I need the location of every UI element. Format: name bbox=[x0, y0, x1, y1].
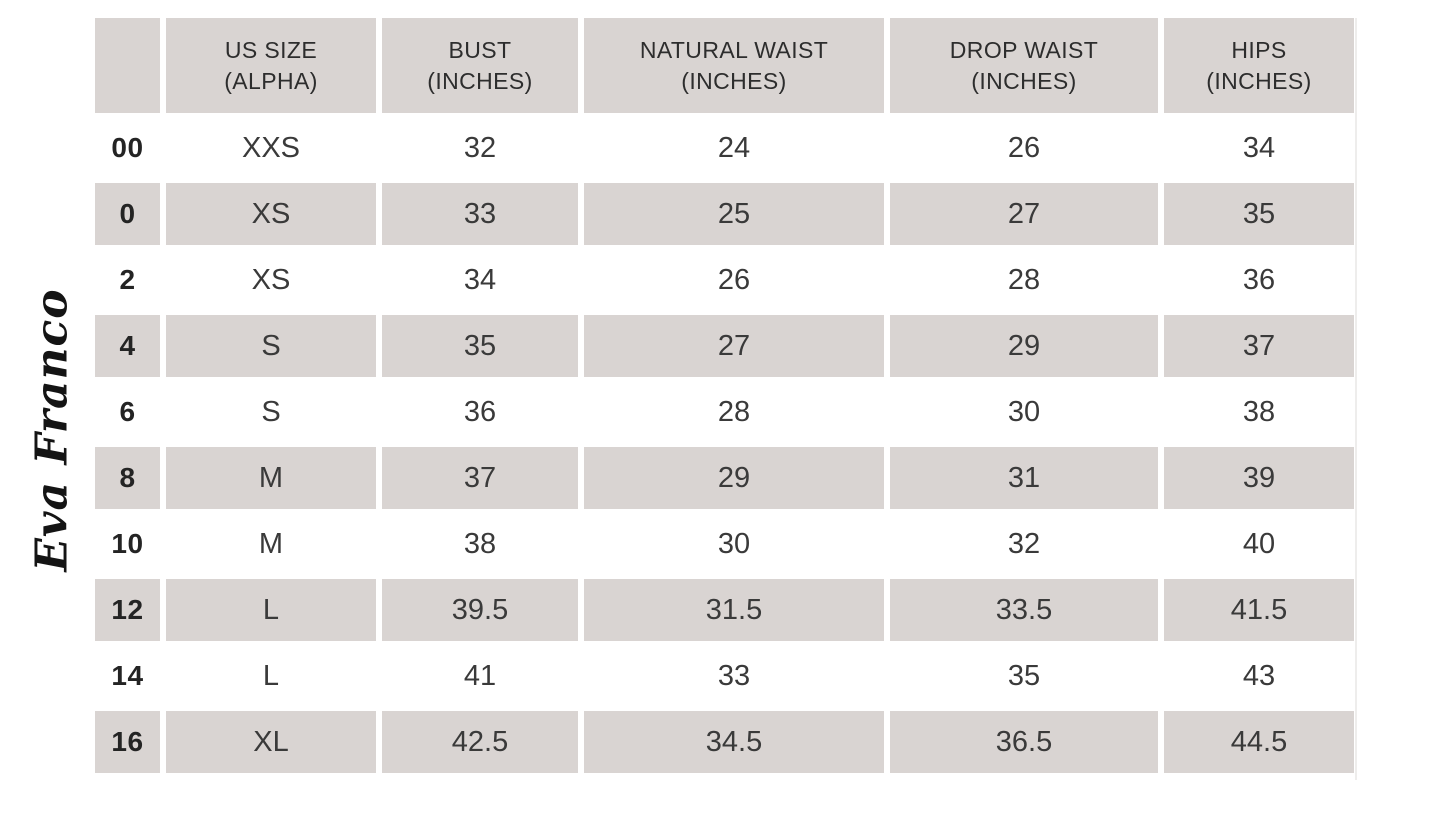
cell-drop_waist: 33.5 bbox=[890, 579, 1158, 641]
header-line1: BUST bbox=[448, 37, 512, 64]
cell-hips: 40 bbox=[1164, 513, 1354, 575]
table-row: 12 L 39.5 31.5 33.5 41.5 bbox=[95, 579, 1354, 641]
cell-us_size: 6 bbox=[95, 381, 160, 443]
cell-hips: 35 bbox=[1164, 183, 1354, 245]
cell-bust: 38 bbox=[382, 513, 578, 575]
cell-hips: 39 bbox=[1164, 447, 1354, 509]
cell-natural_waist: 25 bbox=[584, 183, 884, 245]
cell-drop_waist: 30 bbox=[890, 381, 1158, 443]
cell-hips: 43 bbox=[1164, 645, 1354, 707]
brand-logo: Eva Franco bbox=[26, 288, 78, 572]
cell-bust: 39.5 bbox=[382, 579, 578, 641]
cell-us_size: 14 bbox=[95, 645, 160, 707]
header-line2: (INCHES) bbox=[1206, 67, 1312, 94]
cell-bust: 34 bbox=[382, 249, 578, 311]
cell-drop_waist: 32 bbox=[890, 513, 1158, 575]
cell-hips: 37 bbox=[1164, 315, 1354, 377]
cell-natural_waist: 34.5 bbox=[584, 711, 884, 773]
table-row: 0 XS 33 25 27 35 bbox=[95, 183, 1354, 245]
table-row: 4 S 35 27 29 37 bbox=[95, 315, 1354, 377]
cell-bust: 41 bbox=[382, 645, 578, 707]
cell-natural_waist: 30 bbox=[584, 513, 884, 575]
header-cell-natural_waist: NATURAL WAIST (INCHES) bbox=[584, 18, 884, 113]
header-line2: (INCHES) bbox=[427, 67, 533, 94]
size-chart-table: US SIZE (ALPHA) BUST (INCHES) NATURAL WAIST (… bbox=[89, 14, 1360, 777]
table-row: 14 L 41 33 35 43 bbox=[95, 645, 1354, 707]
cell-drop_waist: 31 bbox=[890, 447, 1158, 509]
header-line1: NATURAL WAIST bbox=[639, 37, 829, 64]
cell-bust: 35 bbox=[382, 315, 578, 377]
cell-natural_waist: 29 bbox=[584, 447, 884, 509]
cell-bust: 37 bbox=[382, 447, 578, 509]
header-cell-bust: BUST (INCHES) bbox=[382, 18, 578, 113]
header-line2: (INCHES) bbox=[971, 67, 1077, 94]
table-body: 00 XXS 32 24 26 34 0 XS 33 25 27 35 2 XS 34 26 28 36 4 S 35 2… bbox=[95, 117, 1354, 773]
cell-hips: 36 bbox=[1164, 249, 1354, 311]
cell-us_size: 4 bbox=[95, 315, 160, 377]
header-line2: (INCHES) bbox=[681, 67, 787, 94]
cell-us_size: 00 bbox=[95, 117, 160, 179]
cell-alpha: XL bbox=[166, 711, 376, 773]
cell-us_size: 8 bbox=[95, 447, 160, 509]
table-header: US SIZE (ALPHA) BUST (INCHES) NATURAL WAIST (… bbox=[95, 18, 1354, 113]
cell-natural_waist: 24 bbox=[584, 117, 884, 179]
header-cell-us_size bbox=[95, 18, 160, 113]
cell-hips: 34 bbox=[1164, 117, 1354, 179]
cell-bust: 32 bbox=[382, 117, 578, 179]
cell-alpha: M bbox=[166, 447, 376, 509]
table-row: 16 XL 42.5 34.5 36.5 44.5 bbox=[95, 711, 1354, 773]
cell-drop_waist: 29 bbox=[890, 315, 1158, 377]
cell-us_size: 12 bbox=[95, 579, 160, 641]
cell-alpha: L bbox=[166, 645, 376, 707]
cell-hips: 38 bbox=[1164, 381, 1354, 443]
header-line2: (ALPHA) bbox=[224, 67, 318, 94]
cell-alpha: XS bbox=[166, 183, 376, 245]
table-row: 8 M 37 29 31 39 bbox=[95, 447, 1354, 509]
table-row: 6 S 36 28 30 38 bbox=[95, 381, 1354, 443]
header-line1: DROP WAIST bbox=[949, 37, 1099, 64]
header-cell-drop_waist: DROP WAIST (INCHES) bbox=[890, 18, 1158, 113]
header-line1: US SIZE bbox=[224, 37, 318, 64]
cell-natural_waist: 28 bbox=[584, 381, 884, 443]
cell-us_size: 16 bbox=[95, 711, 160, 773]
cell-alpha: L bbox=[166, 579, 376, 641]
cell-us_size: 0 bbox=[95, 183, 160, 245]
table-row: 2 XS 34 26 28 36 bbox=[95, 249, 1354, 311]
header-cell-alpha: US SIZE (ALPHA) bbox=[166, 18, 376, 113]
cell-drop_waist: 27 bbox=[890, 183, 1158, 245]
header-line1: HIPS bbox=[1231, 37, 1287, 64]
cell-alpha: S bbox=[166, 315, 376, 377]
cell-natural_waist: 26 bbox=[584, 249, 884, 311]
cell-hips: 41.5 bbox=[1164, 579, 1354, 641]
table-row: 10 M 38 30 32 40 bbox=[95, 513, 1354, 575]
cell-us_size: 10 bbox=[95, 513, 160, 575]
cell-drop_waist: 35 bbox=[890, 645, 1158, 707]
cell-bust: 36 bbox=[382, 381, 578, 443]
cell-hips: 44.5 bbox=[1164, 711, 1354, 773]
header-row: US SIZE (ALPHA) BUST (INCHES) NATURAL WAIST (… bbox=[95, 18, 1354, 113]
cell-bust: 33 bbox=[382, 183, 578, 245]
cell-natural_waist: 33 bbox=[584, 645, 884, 707]
cell-drop_waist: 28 bbox=[890, 249, 1158, 311]
cell-alpha: XXS bbox=[166, 117, 376, 179]
cell-us_size: 2 bbox=[95, 249, 160, 311]
cell-alpha: XS bbox=[166, 249, 376, 311]
cell-drop_waist: 26 bbox=[890, 117, 1158, 179]
table-right-edge-line bbox=[1355, 18, 1357, 780]
cell-bust: 42.5 bbox=[382, 711, 578, 773]
cell-drop_waist: 36.5 bbox=[890, 711, 1158, 773]
cell-alpha: M bbox=[166, 513, 376, 575]
cell-natural_waist: 31.5 bbox=[584, 579, 884, 641]
table-row: 00 XXS 32 24 26 34 bbox=[95, 117, 1354, 179]
cell-alpha: S bbox=[166, 381, 376, 443]
cell-natural_waist: 27 bbox=[584, 315, 884, 377]
header-cell-hips: HIPS (INCHES) bbox=[1164, 18, 1354, 113]
